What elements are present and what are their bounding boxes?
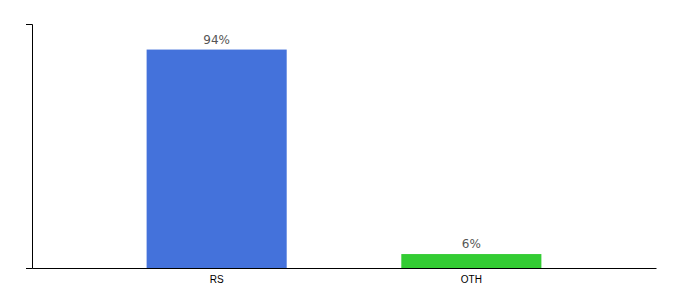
y-axis-line [26, 25, 33, 269]
x-axis: RS OTH [33, 269, 657, 286]
bar [147, 50, 287, 268]
x-axis-line [33, 268, 657, 269]
plot: RS OTH 94% 6% [26, 25, 657, 286]
data-labels: 94% 6% [203, 33, 481, 251]
bars [147, 50, 542, 268]
x-tick: RS [210, 274, 224, 285]
bar [401, 254, 541, 268]
x-tick-label: OTH [461, 274, 482, 285]
data-label: 6% [462, 237, 481, 251]
y-axis [26, 25, 33, 269]
x-tick-label: RS [210, 274, 224, 285]
x-tick: OTH [461, 274, 482, 285]
chart: RS OTH 94% 6% [0, 0, 680, 300]
data-label: 94% [203, 33, 230, 47]
